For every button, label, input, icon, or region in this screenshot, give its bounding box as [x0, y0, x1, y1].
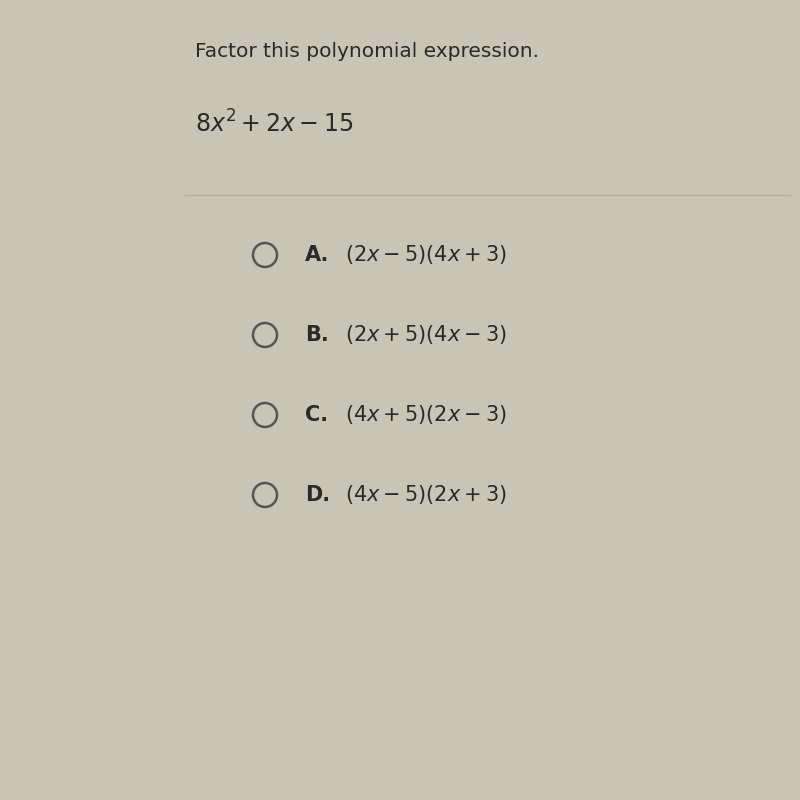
Text: $(2x-5)(4x+3)$: $(2x-5)(4x+3)$: [345, 243, 507, 266]
Text: A.: A.: [305, 245, 330, 265]
Text: Factor this polynomial expression.: Factor this polynomial expression.: [195, 42, 539, 61]
Text: $(4x-5)(2x+3)$: $(4x-5)(2x+3)$: [345, 483, 507, 506]
Text: C.: C.: [305, 405, 328, 425]
Text: B.: B.: [305, 325, 329, 345]
Text: D.: D.: [305, 485, 330, 505]
Text: $(2x+5)(4x-3)$: $(2x+5)(4x-3)$: [345, 323, 507, 346]
Text: $8x^2 + 2x - 15$: $8x^2 + 2x - 15$: [195, 110, 354, 138]
Text: $(4x+5)(2x-3)$: $(4x+5)(2x-3)$: [345, 403, 507, 426]
